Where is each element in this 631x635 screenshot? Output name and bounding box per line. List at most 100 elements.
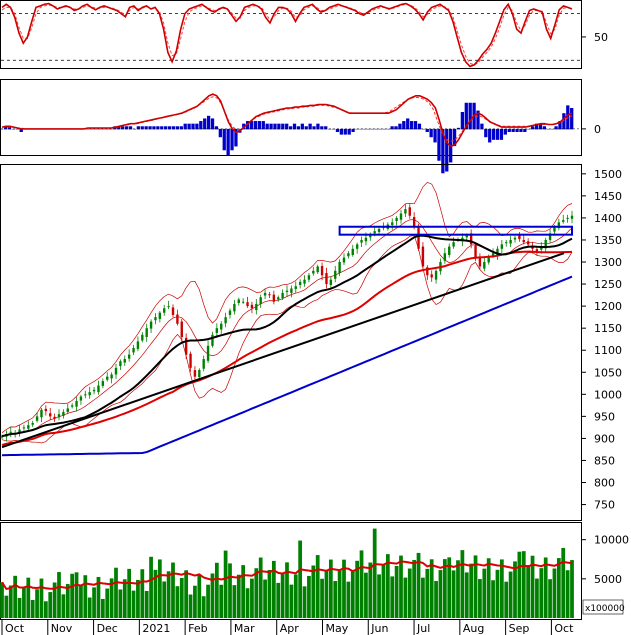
- volume-bar: [48, 592, 53, 618]
- volume-bar: [320, 578, 324, 618]
- candle-body: [167, 306, 170, 308]
- volume-bar: [57, 572, 61, 618]
- macd-histogram-bar: [179, 126, 183, 130]
- volume-bar: [486, 558, 491, 618]
- candle-body: [57, 414, 61, 418]
- macd-histogram-bar: [152, 126, 156, 130]
- volume-bar: [561, 547, 566, 618]
- macd-panel: 0: [0, 79, 601, 174]
- volume-unit-label: x100000: [585, 604, 625, 614]
- candle-body: [136, 341, 140, 349]
- volume-bar: [100, 598, 105, 618]
- candle-body: [268, 294, 271, 296]
- volume-unit-box: [582, 599, 624, 615]
- volume-bar: [381, 564, 386, 618]
- volume-bar: [131, 590, 136, 618]
- candle-body: [430, 274, 433, 278]
- volume-bar: [407, 568, 412, 618]
- macd-histogram-bar: [175, 126, 180, 130]
- candle-body: [351, 248, 354, 255]
- macd-histogram-bar: [507, 128, 511, 132]
- macd-histogram-bar: [347, 128, 351, 135]
- volume-bar: [399, 555, 403, 618]
- candle-body: [334, 270, 337, 279]
- candle-body: [496, 248, 499, 255]
- volume-bar: [311, 565, 316, 618]
- macd-histogram-bar: [105, 128, 109, 130]
- volume-bar: [254, 568, 259, 618]
- macd-histogram-bar: [203, 118, 207, 130]
- candle-body: [553, 226, 556, 232]
- price-tick-label: 1000: [594, 388, 622, 401]
- moving-average-100: [1, 250, 573, 446]
- price-tick-label: 1250: [594, 278, 622, 291]
- price-tick-label: 1450: [594, 190, 622, 203]
- macd-histogram-bar: [148, 126, 152, 130]
- macd-histogram-bar: [320, 126, 324, 130]
- macd-histogram-bar: [160, 126, 164, 130]
- candle-body: [369, 235, 372, 238]
- month-label: Dec: [97, 622, 118, 635]
- month-label: Jun: [370, 622, 388, 635]
- macd-histogram-bar: [304, 126, 308, 130]
- price-tick-label: 1150: [594, 322, 622, 335]
- volume-bar: [482, 568, 487, 618]
- macd-histogram-bar: [402, 121, 406, 130]
- volume-bar: [385, 554, 390, 618]
- macd-histogram-bar: [261, 121, 265, 130]
- volume-bar: [30, 599, 35, 618]
- macd-histogram-bar: [292, 123, 297, 130]
- volume-bar: [144, 590, 149, 618]
- volume-bar: [543, 557, 548, 618]
- candle-body: [246, 302, 249, 307]
- volume-bar: [188, 594, 193, 618]
- candle-body: [426, 267, 429, 276]
- candle-body: [285, 290, 289, 293]
- macd-histogram-bar: [171, 126, 176, 130]
- candle-body: [360, 239, 363, 243]
- macd-histogram-bar: [476, 110, 480, 130]
- volume-panel: 5000 10000 x100000: [0, 522, 629, 620]
- volume-bar: [478, 579, 482, 618]
- candle-body: [176, 314, 179, 324]
- resistance-zone-box: [338, 225, 573, 236]
- candle-body: [342, 257, 346, 263]
- candle-body: [487, 257, 490, 263]
- volume-bar: [364, 572, 368, 618]
- macd-histogram-bar: [187, 123, 191, 130]
- volume-bar: [293, 574, 298, 618]
- candle-body: [163, 308, 166, 313]
- macd-histogram-bar: [534, 123, 539, 130]
- volume-bar: [175, 586, 180, 618]
- volume-bar: [13, 575, 18, 618]
- volume-bar: [548, 579, 552, 618]
- volume-moving-average: [1, 560, 573, 591]
- macd-histogram-bar: [429, 128, 433, 138]
- macd-histogram-bar: [136, 126, 140, 130]
- volume-bar: [346, 581, 351, 618]
- candle-body: [478, 256, 482, 267]
- volume-bar: [416, 552, 421, 618]
- candle-body: [132, 348, 135, 353]
- candle-body: [391, 222, 394, 225]
- macd-y-axis: 0: [581, 123, 601, 136]
- price-panel-frame: [0, 164, 582, 521]
- volume-bar: [70, 573, 75, 618]
- candle-body: [27, 425, 30, 429]
- volume-bar: [39, 578, 44, 618]
- macd-histogram-bar: [503, 128, 507, 135]
- volume-bar: [61, 594, 66, 618]
- candle-body: [62, 411, 65, 416]
- macd-histogram-bar: [19, 128, 23, 132]
- candle-body: [320, 265, 324, 276]
- volume-bar: [52, 582, 57, 618]
- volume-bar: [460, 550, 465, 618]
- volume-bar: [122, 579, 127, 618]
- macd-histogram-bar: [433, 128, 437, 143]
- macd-histogram-bar: [499, 128, 504, 140]
- candle-body: [469, 233, 473, 245]
- macd-histogram-bar: [257, 121, 262, 130]
- candle-body: [84, 394, 87, 396]
- macd-histogram-bar: [230, 128, 234, 151]
- macd-histogram-bar: [480, 123, 484, 130]
